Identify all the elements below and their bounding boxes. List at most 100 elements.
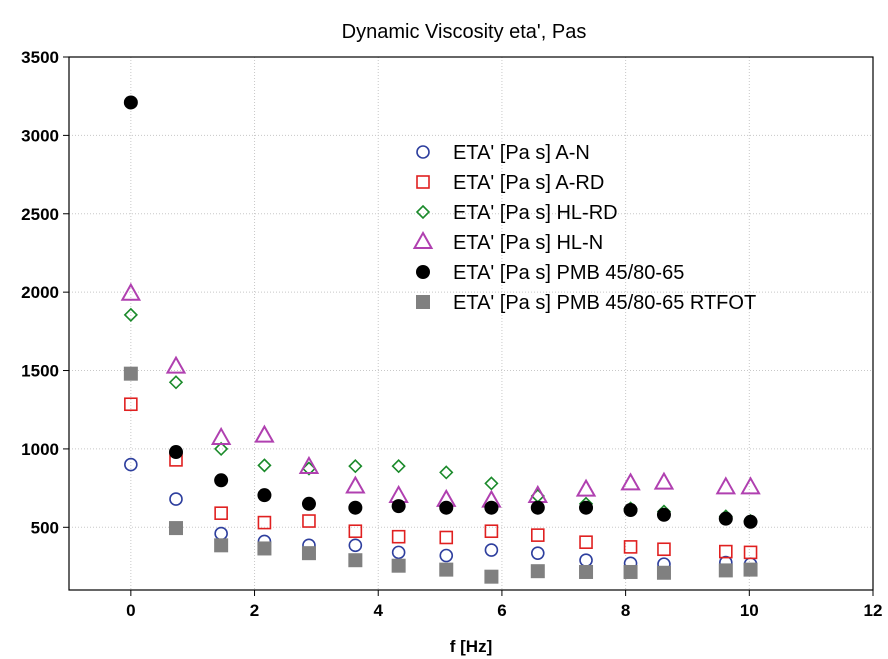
data-point <box>214 506 228 520</box>
data-point <box>214 538 229 553</box>
legend: ETA' [Pa s] A-N ETA' [Pa s] A-RD ETA' [Pa … <box>412 142 756 314</box>
legend-item: ETA' [Pa s] A-RD <box>416 172 604 194</box>
legend-label: ETA' [Pa s] A-N <box>453 142 590 164</box>
data-point <box>740 476 761 495</box>
data-point <box>656 565 671 580</box>
x-axis-label: f [Hz] <box>450 637 492 656</box>
legend-item: ETA' [Pa s] HL-N <box>412 230 603 254</box>
data-point <box>656 507 671 522</box>
data-point <box>123 366 138 381</box>
data-point <box>391 529 406 544</box>
x-tick-label: 12 <box>864 601 883 620</box>
legend-item: ETA' [Pa s] PMB 45/80-65 <box>416 262 684 284</box>
data-point <box>254 424 275 443</box>
data-point <box>257 541 272 556</box>
data-point <box>120 282 142 301</box>
data-point <box>653 471 675 490</box>
data-point <box>743 545 758 560</box>
series-1 <box>124 397 758 560</box>
grid <box>69 56 874 590</box>
data-point <box>530 528 545 542</box>
data-point <box>168 521 183 536</box>
data-point <box>719 544 733 559</box>
data-point <box>348 524 363 539</box>
data-point <box>210 426 232 445</box>
data-point <box>484 543 499 557</box>
data-point <box>484 524 499 539</box>
legend-item: ETA' [Pa s] PMB 45/80-65 RTFOT <box>416 292 756 314</box>
data-point <box>484 500 499 515</box>
data-point <box>439 548 454 563</box>
data-point <box>530 546 545 560</box>
legend-marker <box>416 265 430 279</box>
data-point <box>579 535 593 549</box>
legend-label: ETA' [Pa s] PMB 45/80-65 <box>453 262 684 284</box>
data-point <box>484 569 499 584</box>
data-point <box>620 472 641 491</box>
data-point <box>123 307 138 323</box>
y-tick-label: 3500 <box>21 48 59 67</box>
legend-marker <box>416 145 430 159</box>
legend-marker <box>415 204 431 220</box>
data-point <box>657 542 671 557</box>
legend-marker <box>412 230 434 249</box>
data-point <box>439 562 454 577</box>
data-point <box>302 514 316 528</box>
data-point <box>348 553 363 568</box>
data-point <box>214 441 229 457</box>
data-point <box>168 375 184 390</box>
data-point <box>715 476 737 495</box>
data-point <box>345 475 366 494</box>
data-point <box>165 355 187 374</box>
data-point <box>124 397 138 412</box>
data-point <box>718 511 733 526</box>
x-tick-label: 6 <box>497 601 506 620</box>
plot-frame <box>68 56 874 591</box>
data-point <box>348 500 363 515</box>
data-point <box>348 459 363 474</box>
data-point <box>743 562 758 577</box>
data-point <box>168 445 183 460</box>
legend-marker <box>416 175 430 189</box>
data-point <box>439 530 454 545</box>
data-point <box>530 500 545 515</box>
x-tick-label: 0 <box>126 601 135 620</box>
data-point <box>718 563 733 578</box>
data-point <box>579 564 594 579</box>
data-point <box>484 476 499 491</box>
legend-item: ETA' [Pa s] HL-RD <box>415 202 618 224</box>
data-point <box>214 526 228 541</box>
data-point <box>214 473 229 488</box>
chart-title: Dynamic Viscosity eta', Pas <box>342 21 587 43</box>
data-point <box>530 564 545 579</box>
legend-label: ETA' [Pa s] PMB 45/80-65 RTFOT <box>453 292 756 314</box>
y-tick-label: 1500 <box>21 362 59 381</box>
data-point <box>124 457 138 472</box>
data-point <box>391 545 406 560</box>
data-point <box>257 458 272 473</box>
y-tick-label: 1000 <box>21 440 59 459</box>
data-point <box>575 478 597 497</box>
legend-label: ETA' [Pa s] A-RD <box>453 172 604 194</box>
data-point <box>123 95 138 110</box>
legend-label: ETA' [Pa s] HL-N <box>453 232 603 254</box>
data-point <box>439 465 454 480</box>
data-point <box>169 492 183 506</box>
data-point <box>298 455 320 474</box>
y-tick-label: 2500 <box>21 205 59 224</box>
data-point <box>391 499 406 514</box>
series-2 <box>123 307 758 529</box>
data-point <box>301 496 316 511</box>
legend-marker <box>416 295 430 309</box>
x-tick-label: 8 <box>621 601 630 620</box>
data-point <box>623 564 638 579</box>
x-tick-label: 4 <box>373 601 383 620</box>
data-point <box>257 488 272 503</box>
data-point <box>391 558 406 573</box>
data-point <box>391 459 406 474</box>
data-point <box>301 546 316 561</box>
data-point <box>439 500 454 515</box>
y-tick-label: 500 <box>31 518 59 537</box>
series-3 <box>120 282 761 508</box>
